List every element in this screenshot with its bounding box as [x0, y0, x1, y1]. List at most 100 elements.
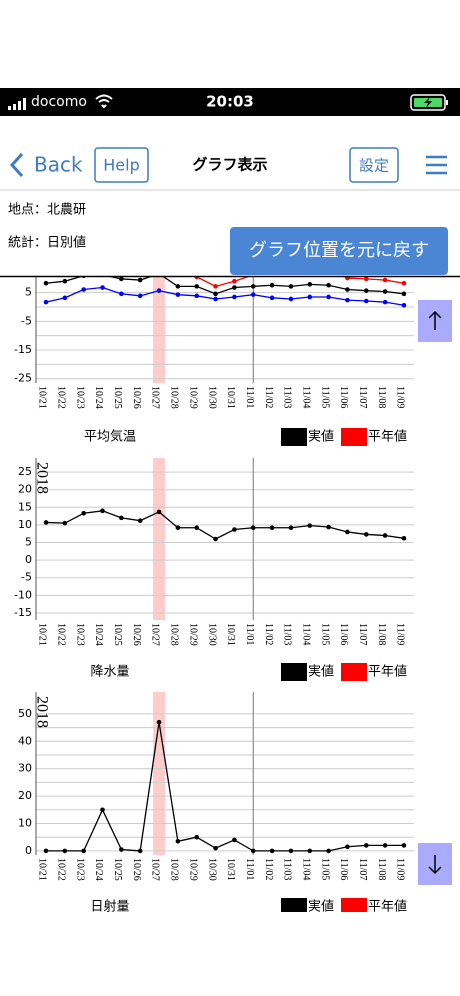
data-point [175, 292, 181, 297]
data-point [269, 525, 275, 531]
help-button[interactable] [94, 147, 149, 183]
nav-title: グラフ表示 [192, 156, 267, 174]
data-point [119, 277, 124, 282]
x-tick-label: 11/09 [395, 386, 406, 408]
menu-button[interactable] [426, 155, 447, 175]
data-point [307, 848, 313, 854]
location: 地点：北農研 [8, 203, 86, 218]
back-button[interactable]: Back [9, 153, 83, 178]
data-point [401, 291, 407, 297]
settings-button[interactable] [349, 147, 399, 183]
y-tick-label: 40 [18, 734, 32, 747]
data-point [194, 277, 200, 280]
x-tick-label: 10/24 [93, 623, 104, 646]
year-label: 2018 [33, 462, 50, 494]
data-point [232, 285, 237, 290]
y-tick-label: -15 [14, 606, 32, 619]
x-tick-label: 11/02 [263, 858, 274, 880]
data-point [175, 839, 181, 844]
status-bar [0, 88, 460, 116]
data-point [100, 807, 105, 813]
reset-label[interactable]: グラフ位置を元に戻す [249, 240, 429, 261]
x-tick-label: 10/24 [93, 386, 104, 409]
legend-label: 平年値 [368, 664, 407, 680]
data-point [269, 282, 275, 288]
data-point [156, 288, 162, 293]
data-point [345, 529, 350, 535]
x-tick-label: 11/08 [376, 386, 387, 408]
data-point [345, 297, 350, 303]
y-tick-label: 10 [18, 816, 32, 829]
data-point [401, 843, 407, 848]
data-point [194, 525, 200, 531]
data-point [119, 847, 124, 852]
back-label[interactable]: Back [34, 153, 83, 177]
data-point [62, 520, 68, 526]
data-point [288, 848, 294, 854]
x-tick-label: 10/27 [150, 858, 161, 881]
data-point [156, 509, 162, 515]
x-tick-label: 10/28 [169, 858, 180, 881]
x-tick-label: 10/22 [56, 386, 67, 409]
data-point [213, 536, 218, 542]
y-tick-label: -5 [21, 314, 32, 327]
x-tick-label: 11/02 [263, 386, 274, 408]
data-point [250, 284, 256, 289]
x-tick-label: 11/03 [282, 386, 293, 408]
x-tick-label: 10/21 [37, 623, 48, 646]
data-point [345, 277, 350, 281]
data-point [363, 843, 369, 848]
y-tick-label: 25 [18, 465, 32, 478]
data-point [232, 527, 237, 532]
data-point [232, 837, 237, 843]
carrier: docomo [31, 94, 87, 110]
legend-swatch [281, 898, 307, 912]
data-point [137, 848, 143, 854]
x-tick-label: 11/04 [300, 858, 311, 880]
x-tick-label: 11/07 [357, 623, 368, 645]
x-tick-label: 10/29 [187, 386, 198, 409]
scroll-up-button[interactable] [418, 300, 452, 342]
settings-label[interactable]: 設定 [359, 157, 389, 175]
x-tick-label: 10/26 [131, 858, 142, 881]
x-tick-label: 10/23 [74, 623, 85, 646]
data-point [62, 848, 68, 854]
data-point [137, 293, 143, 299]
help-label[interactable]: Help [103, 156, 139, 175]
x-tick-label: 10/26 [131, 386, 142, 409]
data-point [250, 848, 256, 854]
legend-swatch [341, 428, 367, 446]
data-point [288, 284, 294, 289]
data-point [401, 302, 407, 308]
x-tick-label: 10/30 [206, 623, 217, 646]
x-tick-label: 11/09 [395, 623, 406, 645]
x-tick-label: 10/29 [187, 623, 198, 646]
data-point [382, 843, 388, 848]
highlight-band [153, 458, 166, 620]
data-point [326, 848, 331, 854]
y-tick-label: -5 [21, 571, 32, 584]
x-tick-label: 10/21 [37, 858, 48, 881]
y-tick-label: 5 [25, 536, 32, 549]
scroll-down-button[interactable] [418, 843, 452, 885]
series-line [45, 510, 405, 540]
data-point [401, 535, 407, 541]
y-tick-label: 0 [25, 553, 32, 566]
y-tick-label: 5 [25, 286, 32, 299]
legend-swatch [341, 663, 367, 681]
reset-button[interactable] [230, 227, 448, 275]
data-point [175, 284, 181, 289]
data-point [137, 518, 143, 523]
y-tick-label: 50 [18, 707, 32, 720]
x-tick-label: 10/22 [56, 623, 67, 646]
legend-label: 実値 [308, 664, 334, 680]
x-tick-label: 10/30 [206, 386, 217, 409]
chart-title: 日射量 [90, 899, 129, 915]
data-point [43, 299, 49, 305]
signal-icon [8, 98, 26, 110]
data-point [62, 278, 68, 284]
data-point [119, 515, 124, 521]
data-point [307, 523, 313, 528]
